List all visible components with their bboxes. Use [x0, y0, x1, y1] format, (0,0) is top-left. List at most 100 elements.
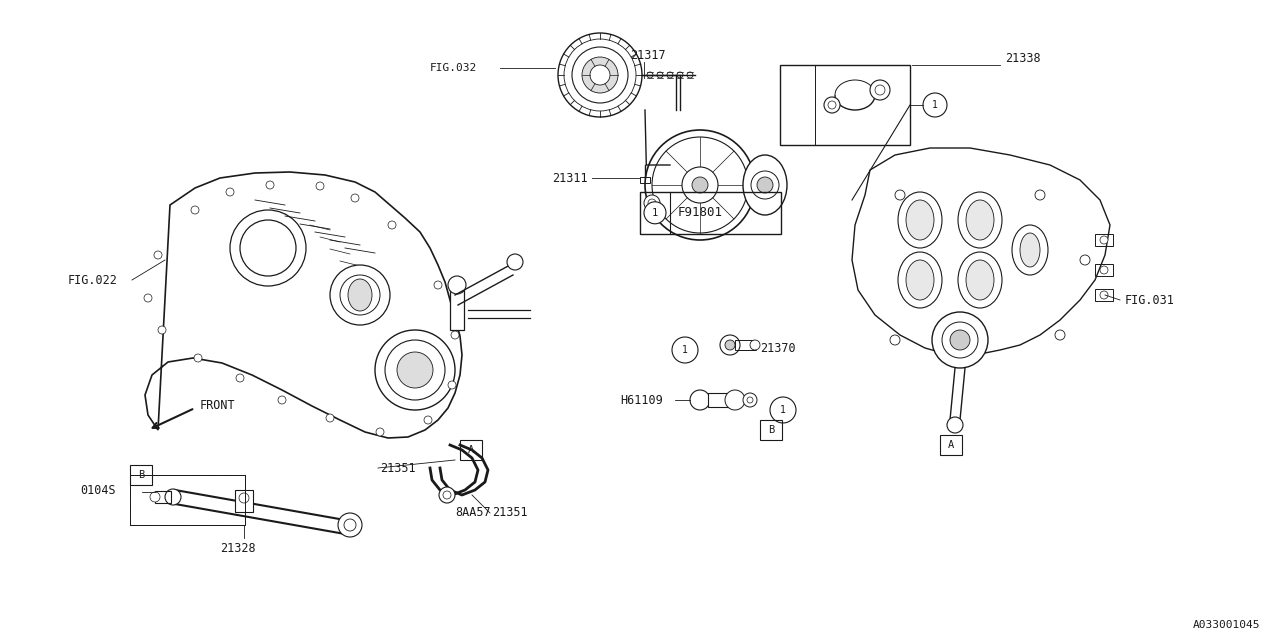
- Text: 21317: 21317: [630, 49, 666, 61]
- Bar: [640, 192, 781, 234]
- Circle shape: [677, 72, 684, 78]
- Circle shape: [448, 276, 466, 294]
- Text: 21338: 21338: [1005, 51, 1041, 65]
- Bar: [735, 340, 755, 350]
- Circle shape: [890, 335, 900, 345]
- Circle shape: [239, 493, 250, 503]
- Circle shape: [690, 390, 710, 410]
- Bar: [1094, 234, 1114, 246]
- Ellipse shape: [899, 192, 942, 248]
- Circle shape: [150, 492, 160, 502]
- Ellipse shape: [348, 279, 372, 311]
- Circle shape: [230, 210, 306, 286]
- Text: 1: 1: [932, 100, 938, 110]
- Circle shape: [241, 220, 296, 276]
- Circle shape: [742, 393, 756, 407]
- Circle shape: [572, 47, 628, 103]
- Text: B: B: [138, 470, 145, 480]
- Ellipse shape: [957, 192, 1002, 248]
- Circle shape: [316, 182, 324, 190]
- Text: 1: 1: [682, 345, 687, 355]
- Circle shape: [644, 202, 666, 224]
- Bar: [131, 465, 152, 485]
- Circle shape: [266, 181, 274, 189]
- Circle shape: [1080, 255, 1091, 265]
- Circle shape: [344, 519, 356, 531]
- Circle shape: [1036, 190, 1044, 200]
- Circle shape: [644, 195, 660, 211]
- Bar: [640, 177, 650, 183]
- Circle shape: [672, 337, 698, 363]
- Circle shape: [721, 335, 740, 355]
- Text: 1: 1: [652, 208, 658, 218]
- Circle shape: [590, 65, 611, 85]
- Circle shape: [682, 167, 718, 203]
- Text: 1: 1: [780, 405, 786, 415]
- Circle shape: [227, 188, 234, 196]
- Text: A: A: [468, 445, 474, 455]
- Circle shape: [895, 190, 905, 200]
- Circle shape: [564, 39, 636, 111]
- Circle shape: [876, 85, 884, 95]
- Text: 8AA57: 8AA57: [454, 506, 490, 520]
- Text: H61109: H61109: [620, 394, 663, 406]
- Polygon shape: [852, 148, 1110, 355]
- Circle shape: [424, 416, 433, 424]
- Circle shape: [692, 177, 708, 193]
- Circle shape: [145, 294, 152, 302]
- Text: A033001045: A033001045: [1193, 620, 1260, 630]
- Circle shape: [667, 72, 673, 78]
- Bar: [131, 475, 244, 525]
- Circle shape: [932, 312, 988, 368]
- Text: 21351: 21351: [380, 461, 416, 474]
- Circle shape: [351, 194, 358, 202]
- Polygon shape: [145, 172, 462, 438]
- Text: F91801: F91801: [678, 206, 723, 220]
- Text: B: B: [768, 425, 774, 435]
- Circle shape: [434, 281, 442, 289]
- Circle shape: [278, 396, 285, 404]
- Circle shape: [950, 330, 970, 350]
- Circle shape: [507, 254, 524, 270]
- Bar: [940, 435, 963, 455]
- Bar: [155, 491, 172, 503]
- Circle shape: [657, 72, 663, 78]
- Text: 21328: 21328: [220, 541, 256, 554]
- Circle shape: [648, 199, 657, 207]
- Circle shape: [582, 57, 618, 93]
- Circle shape: [154, 251, 163, 259]
- Circle shape: [687, 72, 692, 78]
- Text: 0104S: 0104S: [81, 483, 115, 497]
- Text: 21370: 21370: [760, 342, 796, 355]
- Bar: [1094, 289, 1114, 301]
- Ellipse shape: [899, 252, 942, 308]
- Circle shape: [828, 101, 836, 109]
- Bar: [780, 65, 910, 145]
- Circle shape: [942, 322, 978, 358]
- Circle shape: [195, 354, 202, 362]
- Circle shape: [1100, 266, 1108, 274]
- Circle shape: [751, 171, 780, 199]
- Circle shape: [652, 137, 748, 233]
- Circle shape: [388, 221, 396, 229]
- Circle shape: [724, 390, 745, 410]
- Circle shape: [165, 489, 180, 505]
- Circle shape: [756, 177, 773, 193]
- Text: 21311: 21311: [553, 172, 588, 184]
- Circle shape: [443, 491, 451, 499]
- Ellipse shape: [906, 200, 934, 240]
- Text: FRONT: FRONT: [200, 399, 236, 412]
- Ellipse shape: [1020, 233, 1039, 267]
- Bar: [1094, 264, 1114, 276]
- Circle shape: [1055, 330, 1065, 340]
- Circle shape: [923, 93, 947, 117]
- Circle shape: [236, 374, 244, 382]
- Ellipse shape: [966, 260, 995, 300]
- Ellipse shape: [742, 155, 787, 215]
- Circle shape: [338, 513, 362, 537]
- Bar: [236, 490, 253, 512]
- Circle shape: [646, 72, 653, 78]
- Text: 21351: 21351: [492, 506, 527, 520]
- Ellipse shape: [1012, 225, 1048, 275]
- Circle shape: [771, 397, 796, 423]
